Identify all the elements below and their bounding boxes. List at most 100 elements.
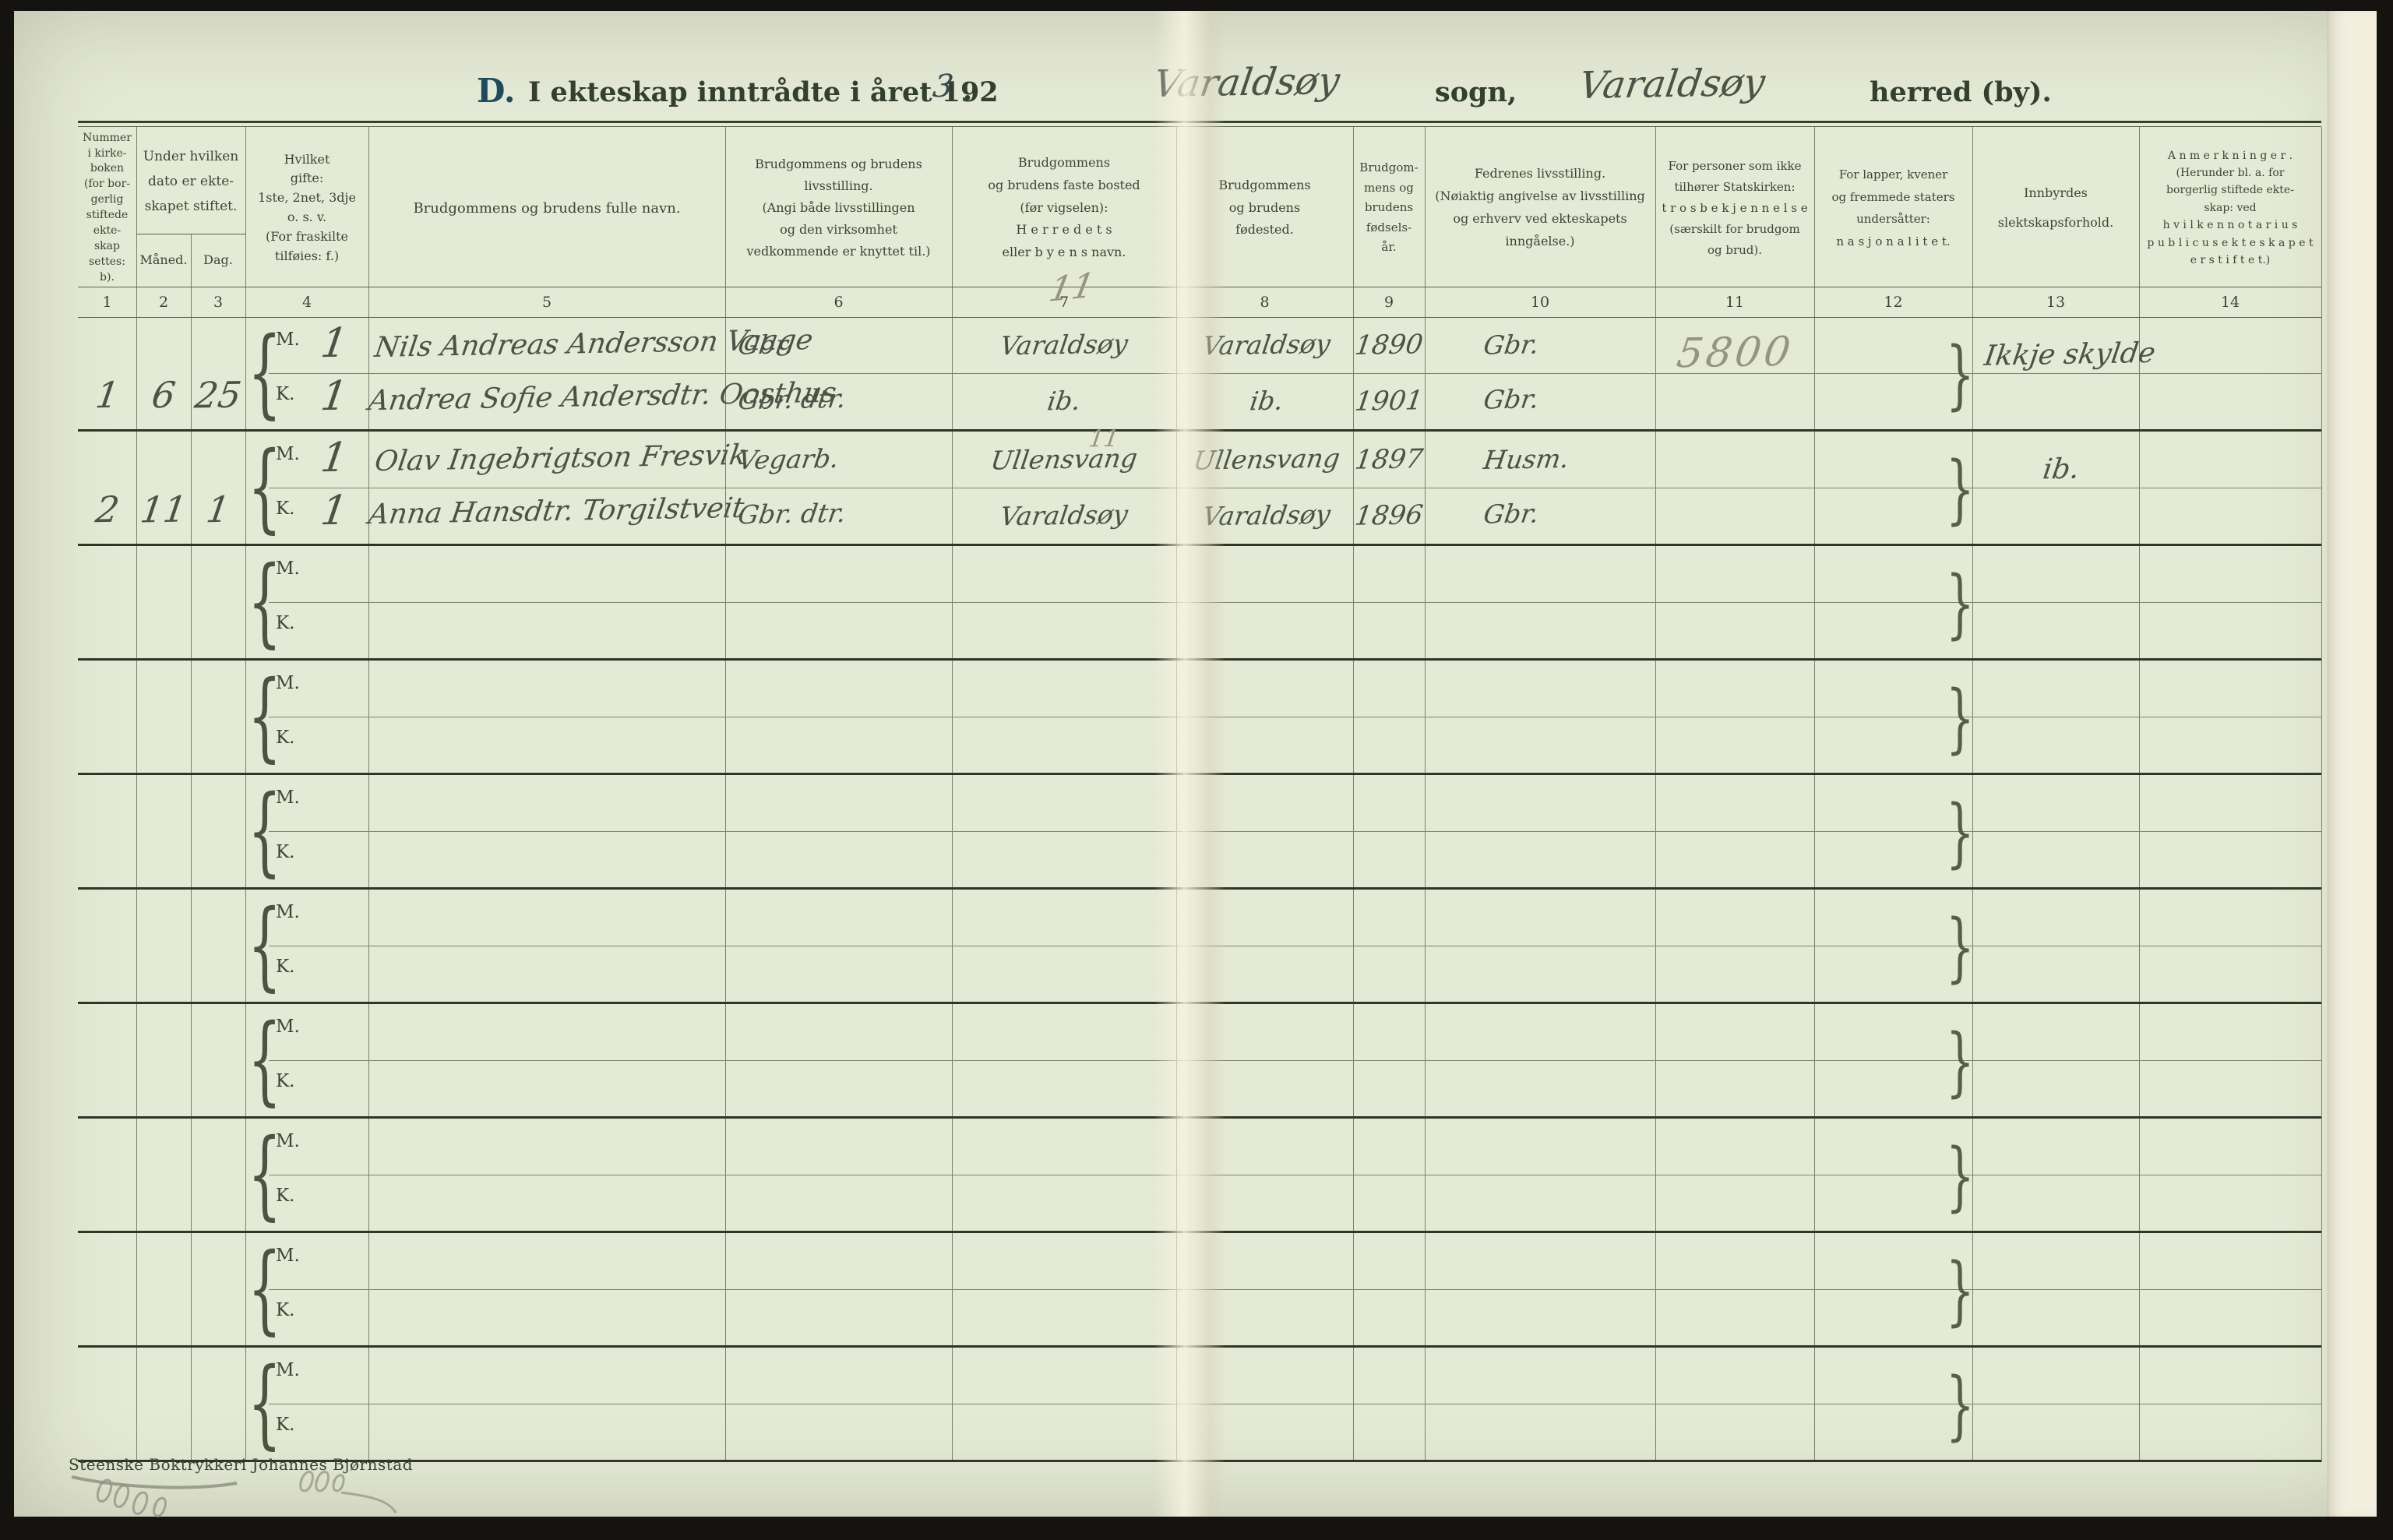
bride-marriage-count: 1 [318,372,351,421]
right-brace-glyph: } [1946,1133,1975,1220]
groom-marriage-count [306,663,362,664]
groom-birth-year [1353,1016,1425,1017]
entry-number [80,1289,135,1290]
column-line [1972,127,1973,1462]
column-line [952,127,953,1462]
kinship-note [1985,566,2138,569]
column-number-2: 2 [158,293,169,311]
bride-birth-year [1353,1415,1425,1417]
groom-birthplace [1180,1244,1354,1247]
section-letter: D. [477,72,516,110]
column-line [1814,127,1815,1462]
left-brace-glyph: { [248,1004,282,1116]
groom-row-label: M. [276,444,300,464]
bride-birthplace [1180,1186,1354,1189]
left-brace-glyph: { [248,661,282,773]
header-cell-2: Måned. [139,252,188,267]
groom-birth-year: 1897 [1352,443,1426,476]
bride-residence [952,1070,1177,1074]
right-brace-glyph: } [1946,1362,1975,1449]
entry-day: 25 [192,373,245,417]
bride-birth-year [1353,1186,1425,1188]
table-top-rule [78,121,2321,123]
bride-row-label: K. [276,384,295,404]
bride-birth-year [1353,843,1425,844]
groom-residence [952,1358,1177,1362]
kinship-note [1985,681,2138,683]
column-line [1655,127,1656,1462]
groom-birthplace: Varaldsøy [1200,328,1333,361]
header-cell-11: For personer som ikke tilhører Statskirk… [1662,158,1808,257]
groom-birthplace [1180,900,1354,904]
handwritten-municipality: Varaldsøy [1576,60,1768,108]
entry-number: 1 [93,373,122,417]
groom-residence [952,900,1177,904]
groom-row-label: M. [276,902,300,922]
kinship-note [1985,1024,2138,1027]
pencil-annotation-creed-column [1659,442,1812,445]
groom-father-occupation: Husm. [1482,443,1571,475]
kinship-note: ib. [2041,453,2081,486]
groom-marriage-count [306,777,362,778]
column-line [2139,127,2140,1462]
entry-number [80,1060,135,1061]
entry-day [192,1060,244,1061]
groom-birth-year [1353,1245,1425,1246]
bride-birth-year [1353,957,1425,959]
bride-row-label: K. [276,1300,295,1320]
groom-residence [952,1129,1177,1133]
bride-residence [952,1185,1177,1189]
handwritten-parish: Varaldsøy [1151,58,1343,107]
bride-birthplace [1180,1300,1354,1303]
groom-residence [952,1014,1177,1018]
entry-number: 2 [93,488,122,531]
left-brace-glyph: { [248,890,282,1002]
bride-name: Anna Hansdtr. Torgilstveit [366,492,746,531]
right-brace-glyph: } [1946,1247,1975,1334]
column-number-5: 5 [541,293,552,311]
header-cell-2-3: Under hvilken dato er ekte- skapet stift… [143,148,239,215]
bride-row-label: K. [276,1415,295,1435]
page-title: I ekteskap inntrådte i året 192 [528,76,999,108]
groom-row-label: M. [276,1360,300,1380]
column-line [136,127,137,1462]
groom-birth-year: 1890 [1352,329,1426,361]
groom-occupation: Vegarb. [736,442,841,476]
column-number-7: 7 [1059,293,1070,311]
header-cell-1: Nummer i kirke- boken (for bor- gerlig s… [83,131,132,284]
column-number-8: 8 [1260,293,1270,311]
header-cell-6: Brudgommens og brudens livsstilling. (An… [746,157,931,259]
row-mid-rule [269,602,2321,603]
table-row: { } M. K. 2 11 1 1 1 Olav Ingebrigtson F… [0,425,2393,546]
groom-residence: Varaldsøy [998,328,1130,361]
pencil-annotation-creed-column [1659,1244,1812,1246]
bride-residence [952,956,1177,960]
groom-marriage-count [306,1121,362,1122]
entry-month: 6 [149,373,178,417]
bride-row-label: K. [276,842,295,862]
entry-day: 1 [203,488,233,531]
left-brace-glyph: { [248,775,282,887]
groom-row-label: M. [276,1131,300,1151]
column-number-12: 12 [1884,293,1903,311]
bride-birthplace [1180,613,1354,616]
groom-marriage-count [306,1350,362,1351]
entry-month [138,602,189,603]
pencil-annotation-creed-column [1659,1015,1812,1017]
groom-row-label: M. [276,1017,300,1037]
groom-residence [952,785,1177,789]
municipality-label: herred (by). [1870,76,2052,108]
kinship-note: Ikkje skylde [1982,337,2158,372]
bride-occupation: Gbr. dtr. [736,497,848,530]
entry-month [138,831,189,832]
groom-residence [952,1243,1177,1247]
bride-residence: Varaldsøy [998,499,1130,532]
kinship-note [1985,1368,2138,1370]
table-row: { } M. K. [0,1004,2393,1119]
bride-birthplace [1180,1415,1354,1418]
table-row: { } M. K. [0,661,2393,775]
bride-birthplace [1180,957,1354,960]
column-line [1425,127,1426,1462]
header-cell-4: Hvilket gifte: 1ste, 2net, 3dje o. s. v.… [258,151,356,263]
entry-month: 11 [137,488,190,531]
